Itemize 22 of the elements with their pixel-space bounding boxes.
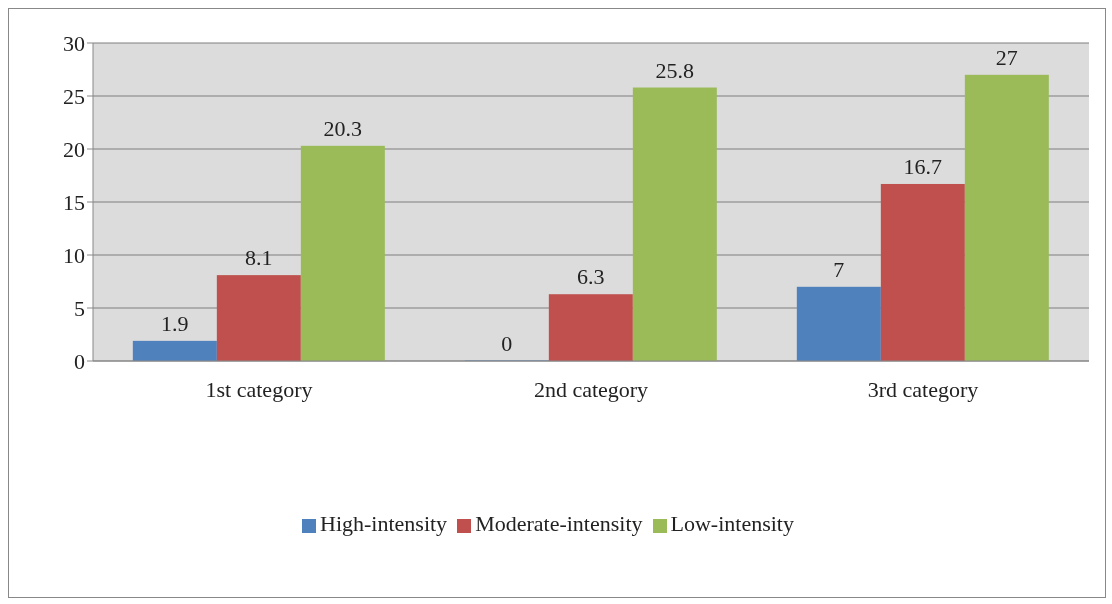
data-label: 27 (995, 44, 1018, 70)
y-tick-label: 15 (63, 189, 85, 215)
data-label: 1.9 (161, 310, 189, 336)
legend-label: High-intensity (320, 511, 448, 536)
x-tick-label: 3rd category (867, 376, 979, 402)
data-label: 8.1 (245, 245, 273, 271)
y-tick-label: 10 (63, 242, 85, 268)
data-label: 7 (833, 256, 845, 282)
x-tick-label: 1st category (205, 376, 313, 402)
data-label: 20.3 (323, 115, 363, 141)
data-label: 16.7 (903, 153, 943, 179)
y-tick-label: 25 (63, 83, 85, 109)
legend-label: Moderate-intensity (475, 511, 643, 536)
legend-label: Low-intensity (670, 511, 794, 536)
y-tick-label: 20 (63, 136, 85, 162)
x-tick-label: 2nd category (533, 376, 649, 402)
y-tick-label: 5 (74, 295, 85, 321)
y-tick-label: 0 (74, 348, 85, 374)
y-tick-label: 30 (63, 30, 85, 56)
data-label: 6.3 (577, 264, 605, 290)
data-label: 25.8 (655, 57, 695, 83)
data-label: 0 (501, 331, 513, 356)
